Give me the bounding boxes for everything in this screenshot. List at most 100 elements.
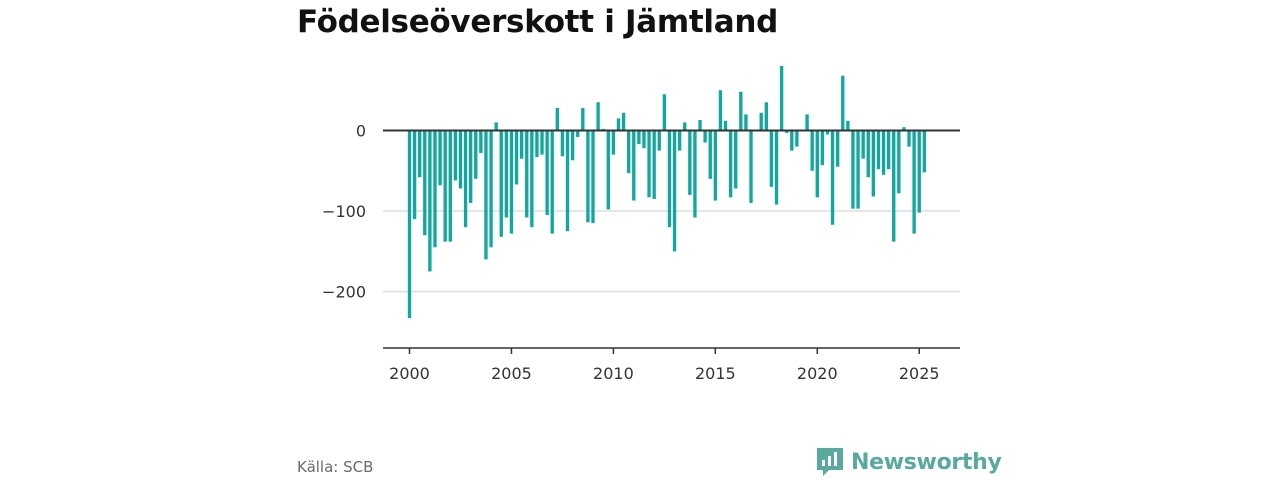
bar <box>433 130 437 248</box>
brand-name: Newsworthy <box>851 449 1002 475</box>
bar <box>897 130 901 194</box>
bar <box>428 130 432 272</box>
bar <box>677 130 682 151</box>
bar <box>835 130 840 167</box>
bar <box>749 130 753 203</box>
bar <box>688 130 692 195</box>
bar <box>458 130 463 189</box>
bar <box>657 130 661 151</box>
bar <box>479 130 483 154</box>
bar <box>774 130 779 205</box>
bar <box>606 130 610 210</box>
y-tick-label: −100 <box>322 202 366 221</box>
bar <box>723 120 728 131</box>
bar <box>764 102 768 131</box>
grid-lines <box>383 210 960 293</box>
y-tick-label: −200 <box>322 283 366 302</box>
bar <box>586 130 590 223</box>
bar <box>453 130 458 181</box>
bar <box>708 130 712 179</box>
bar <box>825 130 830 135</box>
bar <box>652 130 656 199</box>
bar <box>550 130 554 234</box>
bar <box>871 130 876 197</box>
bar <box>713 130 718 201</box>
bar <box>779 66 784 131</box>
bar <box>560 130 565 157</box>
bar <box>851 130 855 209</box>
bar <box>698 120 702 131</box>
bar <box>591 130 595 224</box>
bar <box>499 130 503 237</box>
bar <box>744 114 748 131</box>
bar <box>504 130 509 218</box>
bar <box>902 127 906 131</box>
bar <box>438 130 442 186</box>
x-axis <box>383 347 960 354</box>
bar <box>785 130 789 133</box>
bar <box>703 130 707 143</box>
bar <box>892 130 896 242</box>
bar <box>423 130 427 236</box>
x-tick-label: 2000 <box>389 364 430 383</box>
bar <box>790 130 794 151</box>
bar <box>861 130 865 159</box>
bar <box>448 130 452 242</box>
bar <box>683 122 687 131</box>
y-tick-labels: 0 −100 −200 <box>322 121 366 301</box>
bar <box>545 130 549 216</box>
bar <box>866 130 870 178</box>
bar <box>407 130 412 319</box>
bar <box>922 130 926 173</box>
bar <box>418 130 422 178</box>
chart-title: Födelseöverskott i Jämtland <box>297 4 779 40</box>
bar <box>642 130 646 149</box>
bar <box>581 107 585 131</box>
bar <box>616 118 621 131</box>
bar <box>637 130 641 145</box>
bar <box>627 130 631 174</box>
bar <box>468 130 473 203</box>
bar <box>728 130 733 198</box>
bar <box>815 130 819 198</box>
brand-logo: Newsworthy <box>815 446 1002 478</box>
bar <box>565 130 570 232</box>
bar <box>841 75 845 131</box>
bar <box>662 94 667 131</box>
x-tick-label: 2025 <box>899 364 940 383</box>
bar <box>443 130 447 242</box>
bar <box>739 91 743 131</box>
bar <box>693 130 697 218</box>
bar <box>795 130 799 147</box>
bar <box>576 130 580 137</box>
bar <box>667 130 672 228</box>
bar <box>647 130 651 198</box>
bar <box>830 130 835 225</box>
bar <box>525 130 529 218</box>
bar <box>886 130 891 170</box>
bar <box>535 130 539 158</box>
bar <box>810 130 814 171</box>
x-tick-labels: 2000 2005 2010 2015 2020 2025 <box>389 364 939 383</box>
bar <box>672 130 677 252</box>
bar <box>881 130 886 175</box>
bar <box>540 130 544 155</box>
bar <box>769 130 774 187</box>
bar <box>514 130 519 185</box>
bar <box>632 130 636 201</box>
x-tick-label: 2010 <box>593 364 634 383</box>
bar <box>494 122 498 131</box>
bar <box>805 114 809 131</box>
bar <box>734 130 738 189</box>
bar <box>759 112 763 131</box>
bars <box>407 66 926 319</box>
bar <box>555 107 559 131</box>
bar <box>611 130 616 155</box>
x-tick-label: 2005 <box>491 364 532 383</box>
bar <box>820 130 825 166</box>
bar <box>474 130 478 179</box>
x-tick-label: 2015 <box>695 364 736 383</box>
bar <box>489 130 493 248</box>
y-tick-label: 0 <box>356 121 366 140</box>
bar <box>412 130 417 220</box>
